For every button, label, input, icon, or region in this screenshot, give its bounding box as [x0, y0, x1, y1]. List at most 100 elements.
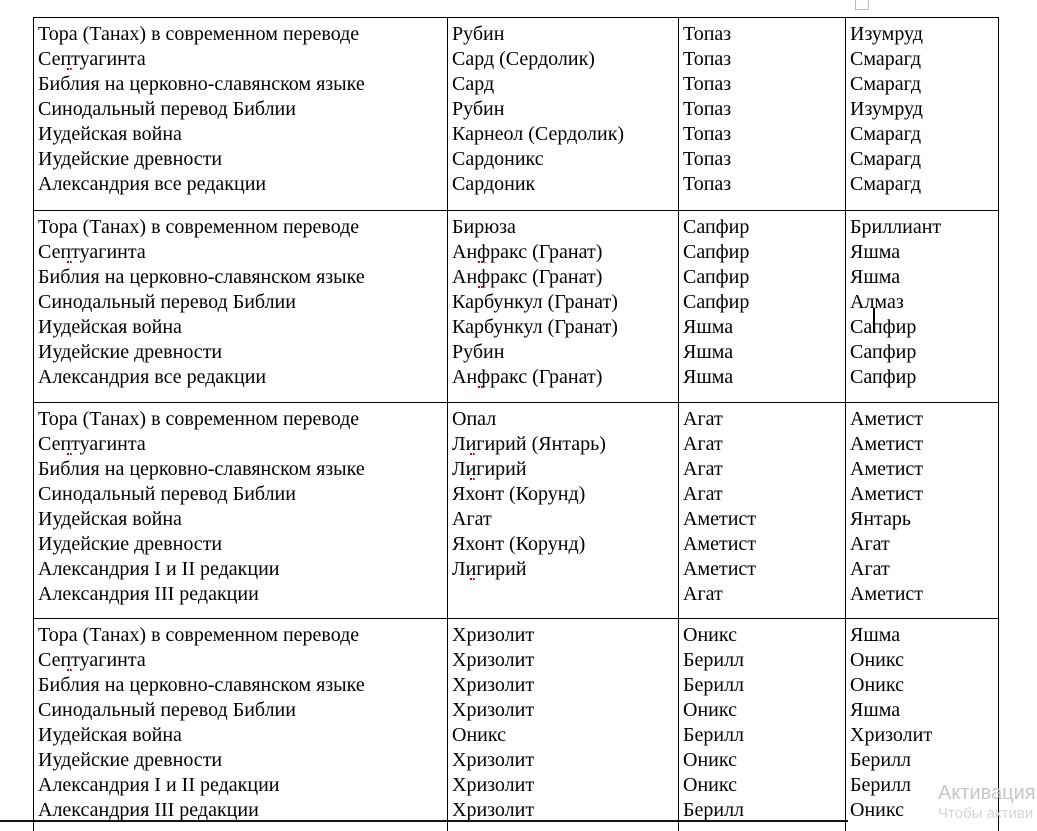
cell-line: Берилл: [850, 774, 912, 796]
cell-line: Оникс: [683, 774, 737, 796]
spellcheck-mark: [478, 384, 483, 388]
cell-line: Синодальный перевод Библии: [38, 699, 296, 721]
cell-line: Оникс: [850, 674, 904, 696]
cell-line: Синодальный перевод Библии: [38, 98, 296, 120]
table-cell[interactable]: Аметист Аметист Аметист Аметист Янтарь Агат Аг…: [845, 402, 999, 619]
cell-line: Иудейские древности: [38, 341, 223, 363]
table-handle-icon[interactable]: [855, 0, 869, 10]
cell-line: Смарагд: [850, 148, 921, 170]
cell-line: Александрия I и II редакции: [38, 774, 280, 796]
cell-line: Рубин: [452, 23, 505, 45]
cell-line: Септуагинта: [38, 241, 146, 263]
cell-line: Яшма: [850, 266, 901, 288]
table-cell[interactable]: Тора (Танах) в современном переводе Септу…: [33, 17, 448, 211]
table-row: Тора (Танах) в современном переводе Септу…: [33, 402, 999, 619]
table-cell[interactable]: Сапфир Сапфир Сапфир Сапфир Яшма Яшма Яшма: [678, 210, 846, 403]
spellcheck-mark: [67, 451, 72, 455]
cell-line: Хризолит: [850, 724, 933, 746]
cell-line: Иудейская война: [38, 508, 182, 530]
cell-line: Сапфир: [683, 291, 750, 313]
table-cell[interactable]: Яшма Оникс Оникс Яшма Хризолит Берилл Берилл Он…: [845, 618, 999, 831]
cell-line: Хризолит: [452, 699, 535, 721]
cell-line: Яхонт (Корунд): [452, 533, 586, 555]
cell-line: Иудейские древности: [38, 749, 223, 771]
cell-line: Септуагинта: [38, 649, 146, 671]
cell-line: Берилл: [683, 799, 745, 821]
cell-line: Хризолит: [452, 649, 535, 671]
cell-line: Смарагд: [850, 73, 921, 95]
windows-activation-watermark: Активация Чтобы активи: [938, 782, 1036, 823]
cell-line: Александрия все редакции: [38, 366, 267, 388]
cell-line: Сапфир: [683, 241, 750, 263]
cell-line: Яшма: [683, 341, 734, 363]
cell-line: Изумруд: [850, 23, 923, 45]
cell-line: Изумруд: [850, 98, 923, 120]
table-cell[interactable]: Топаз Топаз Топаз Топаз Топаз Топаз Топаз: [678, 17, 846, 211]
table-cell[interactable]: Рубин Сард (Сердолик) Сард Рубин Карнеол (Се…: [447, 17, 679, 211]
cell-line: Яшма: [850, 241, 901, 263]
cell-line: Аметист: [683, 508, 757, 530]
cell-line: Библия на церковно-славянском языке: [38, 674, 365, 696]
table-cell[interactable]: Тора (Танах) в современном переводе Септу…: [33, 210, 448, 403]
table-cell[interactable]: Бирюза Анфракс (Гранат) Анфракс (Гранат) Ка…: [447, 210, 679, 403]
spellcheck-mark: [67, 259, 72, 263]
cell-line: Сард: [452, 73, 495, 95]
table-cell[interactable]: Агат Агат Агат Агат Аметист Аметист Аметист Ага…: [678, 402, 846, 619]
cell-line: Топаз: [683, 73, 732, 95]
cell-line: Александрия III редакции: [38, 583, 259, 605]
spellcheck-mark: [67, 667, 72, 671]
cell-line: Тора (Танах) в современном переводе: [38, 408, 360, 430]
cell-line: Иудейская война: [38, 123, 182, 145]
watermark-subtitle: Чтобы активи: [938, 805, 1034, 822]
cell-line: Сардоник: [452, 173, 536, 195]
cell-line: Рубин: [452, 98, 505, 120]
cell-line: Опал: [452, 408, 497, 430]
cell-line: Хризолит: [452, 674, 535, 696]
cell-line: Хризолит: [452, 624, 535, 646]
cell-line: Синодальный перевод Библии: [38, 291, 296, 313]
cell-line: Аметист: [683, 533, 757, 555]
cell-line: Топаз: [683, 148, 732, 170]
cell-line: Тора (Танах) в современном переводе: [38, 216, 360, 238]
cell-line: Сапфир: [683, 216, 750, 238]
cell-line: Анфракс (Гранат): [452, 241, 603, 263]
table-cell[interactable]: Опал Лигирий (Янтарь) Лигирий Яхонт (Корунд…: [447, 402, 679, 619]
table-cell[interactable]: Хризолит Хризолит Хризолит Хризолит Оникс Хри…: [447, 618, 679, 831]
cell-line: Яшма: [850, 699, 901, 721]
table-cell[interactable]: Изумруд Смарагд Смарагд Изумруд Смарагд Смара…: [845, 17, 999, 211]
cell-line: Яхонт (Корунд): [452, 483, 586, 505]
cell-line: Рубин: [452, 341, 505, 363]
page-bottom-border: [0, 820, 848, 822]
cell-line: Лигирий (Янтарь): [452, 433, 606, 455]
cell-line: Лигирий: [452, 458, 527, 480]
cell-line: Иудейская война: [38, 724, 182, 746]
cell-line: Агат: [850, 558, 890, 580]
cell-line: Оникс: [683, 749, 737, 771]
cell-line: Сард (Сердолик): [452, 48, 595, 70]
cell-line: Топаз: [683, 23, 732, 45]
cell-line: Хризолит: [452, 799, 535, 821]
table-cell[interactable]: Бриллиант Яшма Яшма Алмаз Сапфир Сапфир Сапфир: [845, 210, 999, 403]
spellcheck-mark: [67, 66, 72, 70]
cell-line: Аметист: [850, 583, 924, 605]
cell-line: Аметист: [850, 408, 924, 430]
cell-line: Сапфир: [850, 316, 917, 338]
table-row: Тора (Танах) в современном переводе Септу…: [33, 17, 999, 211]
text-caret: [873, 308, 875, 332]
table-cell[interactable]: Оникс Берилл Берилл Оникс Берилл Оникс Оникс Бе…: [678, 618, 846, 831]
cell-line: Септуагинта: [38, 48, 146, 70]
cell-line: Смарагд: [850, 173, 921, 195]
gemstones-comparison-table: Тора (Танах) в современном переводе Септу…: [33, 17, 999, 831]
cell-line: Бирюза: [452, 216, 516, 238]
spellcheck-mark: [478, 259, 483, 263]
table-cell[interactable]: Тора (Танах) в современном переводе Септу…: [33, 402, 448, 619]
spellcheck-mark: [470, 451, 475, 455]
table-row: Тора (Танах) в современном переводе Септу…: [33, 618, 999, 831]
cell-line: Оникс: [850, 799, 904, 821]
table-cell[interactable]: Тора (Танах) в современном переводе Септу…: [33, 618, 448, 831]
cell-line: Алмаз: [850, 291, 904, 313]
cell-line: Анфракс (Гранат): [452, 366, 603, 388]
spellcheck-mark: [478, 284, 483, 288]
cell-line: Аметист: [850, 458, 924, 480]
